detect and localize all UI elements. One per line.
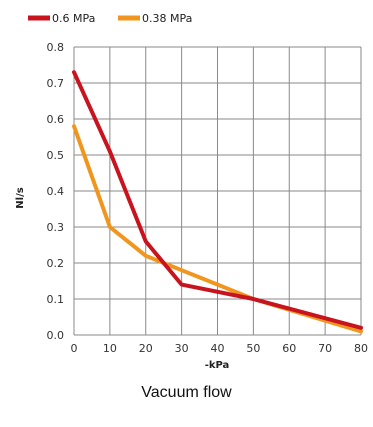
- legend-label: 0.38 MPa: [142, 12, 192, 25]
- grid: [73, 46, 362, 336]
- x-tick-label: 70: [318, 342, 332, 355]
- y-tick-labels: 0.0 0.1 0.2 0.3 0.4 0.5 0.6 0.7 0.8: [47, 41, 65, 342]
- legend-label: 0.6 MPa: [52, 12, 95, 25]
- y-tick-label: 0.0: [47, 329, 65, 342]
- chart-caption: Vacuum flow: [141, 384, 232, 401]
- x-tick-label: 10: [103, 342, 117, 355]
- x-tick-label: 30: [175, 342, 189, 355]
- x-tick-label: 50: [246, 342, 260, 355]
- y-tick-label: 0.6: [47, 113, 65, 126]
- x-tick-label: 20: [139, 342, 153, 355]
- y-tick-label: 0.8: [47, 41, 65, 54]
- series-lines: [72, 70, 363, 334]
- vacuum-flow-chart: 0.6 MPa 0.38 MPa 0.0 0.1 0.2 0.3 0.4 0.5 0.6 0.7…: [15, 12, 369, 371]
- x-tick-label: 60: [282, 342, 296, 355]
- y-tick-label: 0.5: [47, 149, 65, 162]
- y-tick-label: 0.4: [47, 185, 65, 198]
- y-tick-label: 0.3: [47, 221, 65, 234]
- x-tick-label: 0: [71, 342, 78, 355]
- y-axis-label: Nl/s: [15, 187, 26, 208]
- legend: 0.6 MPa 0.38 MPa: [28, 12, 192, 25]
- x-tick-label: 80: [354, 342, 368, 355]
- series-line-0-6-mpa: [72, 70, 363, 330]
- y-tick-label: 0.2: [47, 257, 65, 270]
- y-tick-label: 0.1: [47, 293, 65, 306]
- x-tick-labels: 0 10 20 30 40 50 60 70 80: [71, 342, 369, 355]
- x-tick-label: 40: [211, 342, 225, 355]
- y-tick-label: 0.7: [47, 77, 65, 90]
- x-axis-label: -kPa: [205, 360, 230, 371]
